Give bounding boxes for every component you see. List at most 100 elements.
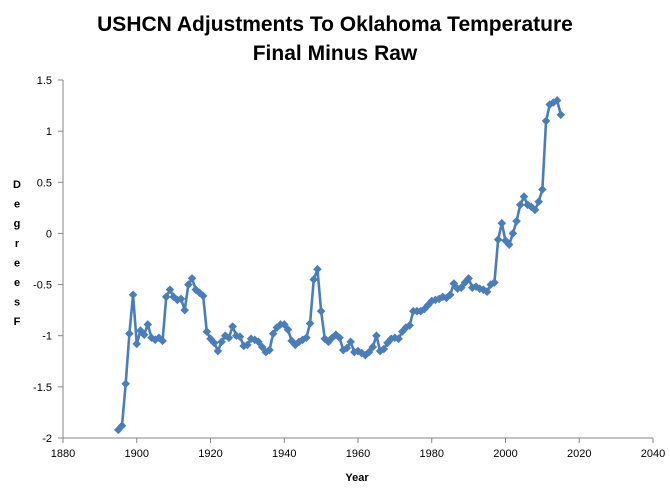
data-point <box>394 334 403 344</box>
data-point <box>401 323 411 332</box>
data-point <box>316 306 326 316</box>
data-point <box>279 320 289 329</box>
data-point <box>397 327 407 336</box>
data-point <box>504 240 514 249</box>
data-point <box>125 329 134 338</box>
data-point <box>128 290 138 300</box>
data-point <box>379 344 389 354</box>
data-point <box>158 336 167 346</box>
data-point <box>150 335 160 345</box>
data-point <box>538 185 547 194</box>
data-point <box>530 205 540 215</box>
data-point <box>482 287 492 297</box>
data-point <box>257 342 267 352</box>
data-point <box>117 421 127 431</box>
data-point <box>512 216 521 226</box>
data-point <box>523 200 532 210</box>
chart-title-line-2: Final Minus Raw <box>253 42 418 65</box>
series-line <box>117 99 563 432</box>
data-point <box>298 335 307 345</box>
data-series <box>114 96 566 435</box>
y-axis-ticks: -2 -1.5 -1 -0.5 0 0.5 1 1.5 <box>33 75 63 445</box>
data-point <box>217 337 226 347</box>
data-point <box>549 98 558 107</box>
data-point <box>294 337 304 347</box>
data-point <box>187 274 197 283</box>
y-tick-label: 0 <box>46 228 52 240</box>
data-point <box>268 329 278 338</box>
data-point <box>305 319 315 328</box>
data-point <box>121 379 130 389</box>
x-tick-label: 2000 <box>493 448 517 460</box>
data-point <box>353 346 363 356</box>
x-tick-label: 1960 <box>346 448 370 460</box>
data-point <box>139 330 149 339</box>
y-tick-label: 0.5 <box>37 177 52 189</box>
data-point <box>228 322 237 331</box>
data-point <box>165 285 175 294</box>
data-point <box>169 292 178 302</box>
y-tick-label: 1 <box>46 126 52 138</box>
data-point <box>191 285 201 294</box>
data-point <box>180 305 189 315</box>
data-point <box>453 284 462 293</box>
data-point <box>313 264 322 274</box>
x-tick-label: 1900 <box>125 448 149 460</box>
data-point <box>515 200 525 210</box>
data-point <box>235 332 245 342</box>
y-tick-label: -0.5 <box>33 280 52 292</box>
data-point <box>357 348 366 358</box>
data-point <box>346 337 355 347</box>
data-point <box>449 279 459 288</box>
data-point <box>508 229 518 238</box>
data-point <box>468 283 477 292</box>
data-point <box>552 96 562 105</box>
y-tick-label: 1.5 <box>37 75 52 87</box>
data-point <box>184 280 193 289</box>
data-point <box>202 327 212 336</box>
data-point <box>195 288 204 298</box>
data-point <box>213 346 223 356</box>
data-point <box>309 275 319 284</box>
data-point <box>405 321 414 330</box>
chart-title-line-1: USHCN Adjustments To Oklahoma Temperatur… <box>97 13 573 36</box>
data-point <box>132 339 142 349</box>
data-point <box>497 218 507 228</box>
data-point <box>324 337 333 347</box>
data-point <box>283 325 293 334</box>
x-tick-label: 1980 <box>420 448 444 460</box>
x-tick-label: 1940 <box>272 448 296 460</box>
y-tick-label: -1.5 <box>33 382 52 394</box>
x-tick-label: 1880 <box>51 448 75 460</box>
data-point <box>224 333 234 343</box>
data-point <box>161 292 171 302</box>
data-point <box>479 285 488 294</box>
data-point <box>364 347 374 357</box>
data-point <box>209 338 219 348</box>
x-tick-label: 2020 <box>567 448 591 460</box>
data-point <box>438 292 448 302</box>
data-point <box>265 345 274 355</box>
data-point <box>254 337 263 347</box>
data-point <box>534 197 543 207</box>
data-point <box>456 283 466 292</box>
y-tick-label: -1 <box>42 331 52 343</box>
x-axis-label: Year <box>345 472 369 484</box>
data-point <box>272 323 282 332</box>
data-point <box>493 235 503 244</box>
data-point <box>383 338 392 348</box>
data-point <box>490 278 499 287</box>
y-tick-label: -2 <box>42 433 52 445</box>
data-point <box>291 340 300 350</box>
data-point <box>527 202 536 212</box>
data-point <box>541 116 551 126</box>
x-tick-label: 1920 <box>198 448 222 460</box>
data-point <box>545 100 555 109</box>
data-point <box>445 290 455 300</box>
data-point <box>386 334 396 344</box>
data-point <box>464 274 473 283</box>
x-axis-ticks: 1880 1900 1920 1940 1960 1980 2000 2020 2040 <box>51 438 665 460</box>
data-point <box>243 340 252 350</box>
